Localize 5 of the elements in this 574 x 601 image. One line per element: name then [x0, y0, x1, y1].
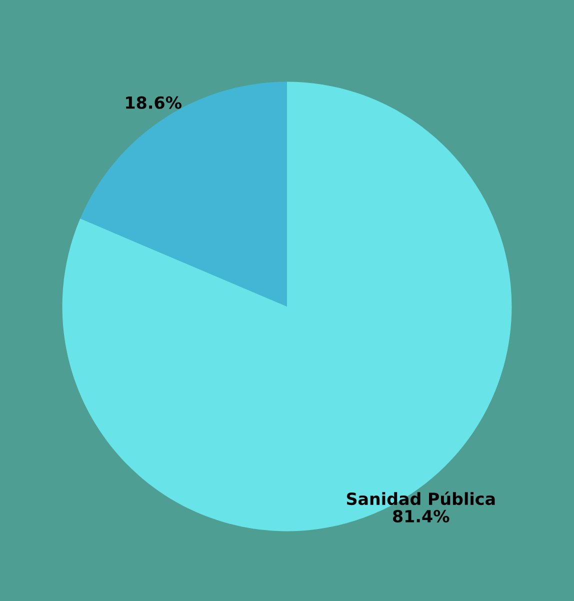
- data-label: 18.6%: [126, 96, 182, 109]
- data-label: 81.4%: [392, 510, 450, 522]
- pie-slice: [80, 82, 287, 307]
- pie-slice: [62, 82, 512, 532]
- slice-label: Sanidad Pública: [346, 492, 495, 506]
